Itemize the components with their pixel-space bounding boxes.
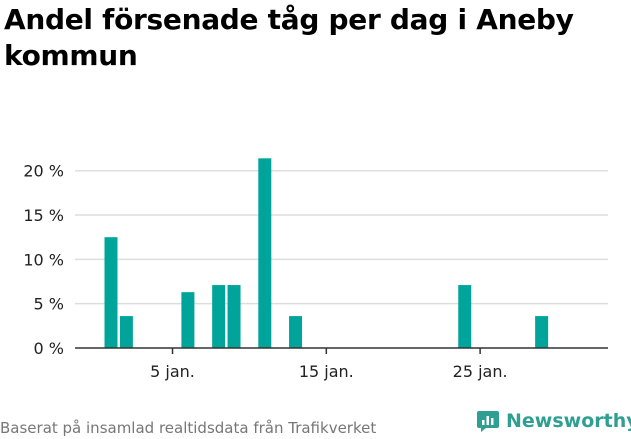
source-note: Baserat på insamlad realtidsdata från Tr… [0,419,377,437]
y-tick-label: 5 % [34,295,64,314]
x-tick-label: 5 jan. [150,362,195,381]
gridlines [75,169,608,305]
y-tick-label: 10 % [23,250,64,269]
bar-29jan[interactable] [535,316,549,348]
y-tick-label: 20 % [23,162,64,181]
x-tick-label: 25 jan. [453,362,508,381]
bar-8jan[interactable] [212,285,226,348]
bar-24jan[interactable] [458,285,472,348]
bar-11jan[interactable] [258,158,272,348]
brand-name: Newsworthy [506,410,631,432]
y-tick-label: 15 % [23,206,64,225]
bar-chart: 0 % 5 % 10 % 15 % 20 % 5 jan. 15 jan. 25 jan. [23,158,608,381]
chart-title: Andel försenade tåg per dag i Aneby komm… [4,3,574,72]
brand-logo[interactable]: Newsworthy [476,406,631,436]
bars [104,158,549,348]
y-tick-label: 0 % [34,339,64,358]
x-tick-label: 15 jan. [299,362,354,381]
bar-9jan[interactable] [227,285,241,348]
newsworthy-icon [477,411,499,432]
axes: 0 % 5 % 10 % 15 % 20 % 5 jan. 15 jan. 25 jan. [23,162,608,381]
bar-1jan[interactable] [104,237,118,348]
bar-2jan[interactable] [119,316,133,348]
bar-13jan[interactable] [289,316,303,348]
bar-6jan[interactable] [181,292,195,348]
